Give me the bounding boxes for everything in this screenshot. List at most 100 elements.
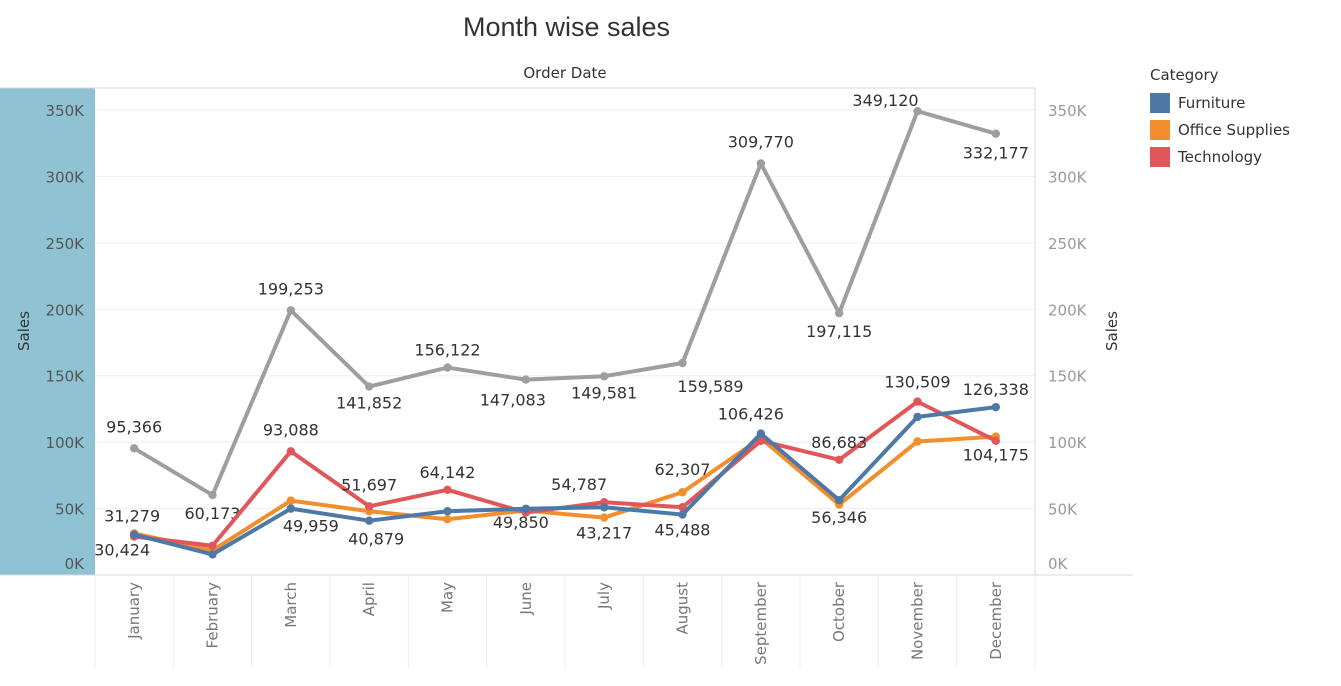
data-label: 332,177	[963, 144, 1029, 163]
left-axis-band	[0, 88, 95, 575]
data-point	[834, 455, 844, 465]
data-point	[364, 516, 374, 525]
data-label: 56,346	[811, 508, 867, 527]
data-label: 54,787	[551, 475, 607, 494]
data-point	[678, 503, 687, 512]
series-line	[132, 434, 998, 553]
legend-label-furniture: Furniture	[1178, 93, 1246, 112]
data-label: 130,509	[884, 373, 950, 392]
data-label: 45,488	[655, 521, 711, 540]
data-label: 86,683	[811, 433, 867, 452]
data-point	[913, 397, 922, 406]
data-label: 95,366	[106, 417, 162, 436]
x-tick-label: August	[674, 582, 692, 635]
data-point	[443, 515, 452, 524]
data-point	[208, 550, 217, 559]
legend-swatch-office-supplies	[1150, 119, 1170, 140]
legend-swatch-furniture	[1150, 92, 1170, 113]
legend-swatch-technology	[1150, 146, 1170, 167]
x-tick-label: June	[517, 582, 535, 616]
data-label: 49,959	[283, 517, 339, 536]
data-label: 93,088	[263, 420, 319, 439]
column-header: Order Date	[523, 64, 607, 82]
data-label: 149,581	[571, 383, 637, 402]
data-label: 159,589	[677, 377, 743, 396]
data-point	[208, 490, 217, 500]
y-tick-label-left: 250K	[46, 235, 86, 253]
y-tick-label-right: 150K	[1048, 368, 1088, 386]
y-axis-title-right: Sales	[1103, 311, 1121, 351]
data-point	[756, 436, 766, 446]
data-label: 62,307	[655, 460, 711, 479]
y-tick-label-right: 50K	[1048, 501, 1078, 519]
legend: Category Furniture Office Supplies Techn…	[1150, 66, 1290, 170]
data-point	[756, 429, 766, 438]
data-point	[991, 129, 1001, 138]
y-tick-label-right: 300K	[1048, 168, 1088, 186]
data-label: 64,142	[420, 463, 476, 482]
data-point	[129, 444, 139, 453]
data-point	[286, 504, 296, 513]
series-line	[132, 405, 998, 557]
data-point	[208, 541, 217, 550]
y-tick-label-left: 100K	[46, 434, 86, 452]
x-tick-label: May	[439, 582, 457, 613]
data-label: 43,217	[576, 524, 632, 543]
data-label: 309,770	[728, 132, 794, 151]
data-label: 197,115	[806, 322, 872, 341]
data-label: 104,175	[963, 446, 1029, 465]
legend-title: Category	[1150, 66, 1219, 84]
data-point	[443, 485, 452, 494]
data-label: 106,426	[718, 405, 784, 424]
chart-title: Month wise sales	[462, 12, 671, 42]
x-tick-label: October	[830, 581, 848, 642]
legend-label-technology: Technology	[1178, 147, 1263, 166]
data-point	[678, 358, 687, 368]
data-point	[521, 375, 531, 384]
data-label: 60,173	[185, 504, 241, 523]
data-label: 31,279	[104, 506, 160, 525]
y-tick-label-left: 50K	[55, 501, 85, 519]
y-tick-label-right: 250K	[1048, 235, 1088, 253]
data-point	[286, 447, 296, 456]
x-tick-label: March	[282, 582, 300, 628]
data-point	[913, 106, 922, 116]
data-label: 349,120	[852, 91, 918, 110]
y-axis-title-left: Sales	[15, 311, 33, 351]
data-label: 51,697	[341, 475, 397, 494]
legend-label-office-supplies: Office Supplies	[1178, 120, 1291, 139]
data-point	[991, 402, 1001, 412]
x-tick-label: November	[909, 581, 927, 660]
x-tick-label: September	[752, 581, 770, 665]
data-label: 40,879	[348, 530, 404, 549]
series-line	[132, 109, 998, 498]
data-point	[991, 436, 1001, 446]
x-tick-label: January	[125, 582, 143, 640]
data-point	[443, 363, 452, 372]
data-point	[599, 372, 609, 381]
x-tick-label: July	[595, 582, 613, 610]
data-point	[443, 507, 452, 516]
data-point	[599, 503, 609, 512]
data-point	[129, 530, 139, 539]
y-tick-label-right: 200K	[1048, 301, 1088, 319]
data-label: 156,122	[414, 341, 480, 360]
data-label: 30,424	[94, 541, 150, 560]
legend-item-technology[interactable]: Technology	[1150, 143, 1290, 170]
data-point	[678, 510, 687, 519]
y-tick-label-left: 0K	[65, 555, 86, 573]
data-label: 49,850	[493, 513, 549, 532]
data-label: 126,338	[963, 380, 1029, 399]
data-point	[521, 504, 531, 513]
data-label: 199,253	[258, 279, 324, 298]
legend-item-office-supplies[interactable]: Office Supplies	[1150, 116, 1290, 143]
x-tick-label: April	[360, 582, 378, 616]
data-point	[286, 306, 296, 315]
data-label: 147,083	[480, 391, 546, 410]
y-tick-label-right: 350K	[1048, 102, 1088, 120]
x-tick-label: December	[987, 581, 1005, 660]
legend-item-furniture[interactable]: Furniture	[1150, 89, 1290, 116]
data-point	[913, 437, 922, 446]
